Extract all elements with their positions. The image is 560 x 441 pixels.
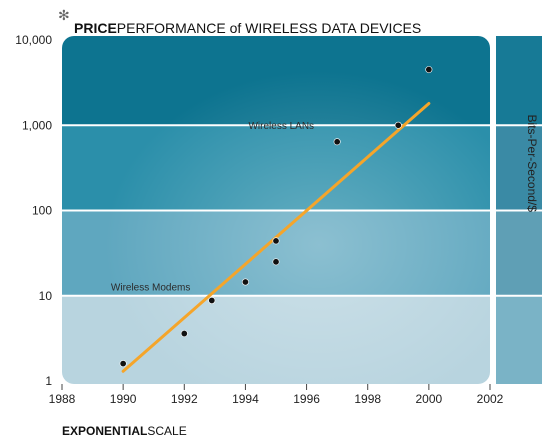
data-points: [119, 66, 433, 368]
title-bold: PRICE: [74, 20, 117, 36]
trend-line: [121, 101, 431, 373]
x-axis-ticks: 1988 1990 1992 1994 1996 1998 2000 2002: [49, 384, 504, 406]
data-point: [180, 330, 188, 338]
trend-line-layer: [121, 101, 431, 373]
side-band-3: [496, 36, 542, 126]
side-column: [496, 36, 542, 384]
title-rest: PERFORMANCE of WIRELESS DATA DEVICES: [117, 20, 421, 36]
data-point: [394, 121, 402, 129]
x-tick-label: 1994: [232, 392, 259, 406]
y-tick-label: 100: [32, 204, 52, 218]
data-point: [272, 258, 280, 266]
chart-title: PRICEPERFORMANCE of WIRELESS DATA DEVICE…: [74, 20, 421, 36]
side-band-2: [496, 125, 542, 211]
data-point: [425, 66, 433, 74]
data-point: [272, 237, 280, 245]
x-tick-label: 2000: [416, 392, 443, 406]
data-point: [119, 360, 127, 368]
x-tick-label: 1996: [293, 392, 320, 406]
x-tick-label: 1988: [49, 392, 76, 406]
x-tick-label: 2002: [477, 392, 504, 406]
x-tick-label: 1990: [110, 392, 137, 406]
y-tick-label: 1,000: [22, 118, 52, 132]
y-axis-ticks: 1 10 100 1,000 10,000: [15, 33, 52, 388]
side-label: Bits-Per-Second/$: [525, 115, 539, 213]
x-tick-label: 1992: [171, 392, 198, 406]
footer-bold: EXPONENTIAL: [62, 424, 147, 438]
data-point: [333, 138, 341, 146]
side-band-0: [496, 295, 542, 384]
y-tick-label: 10: [39, 289, 53, 303]
plot-background: [62, 36, 490, 384]
data-point: [241, 278, 249, 286]
y-tick-label: 10,000: [15, 33, 52, 47]
annotation-label: Wireless Modems: [111, 283, 190, 294]
annotations: Wireless LANs Wireless Modems: [111, 121, 314, 293]
data-point: [208, 296, 216, 304]
side-band-1: [496, 210, 542, 296]
x-tick-label: 1998: [354, 392, 381, 406]
y-tick-label: 1: [45, 374, 52, 388]
annotation-label: Wireless LANs: [248, 121, 314, 132]
footer-label: EXPONENTIALSCALE: [62, 424, 187, 438]
title-asterisk: ✻: [58, 7, 70, 23]
footer-rest: SCALE: [147, 424, 186, 438]
